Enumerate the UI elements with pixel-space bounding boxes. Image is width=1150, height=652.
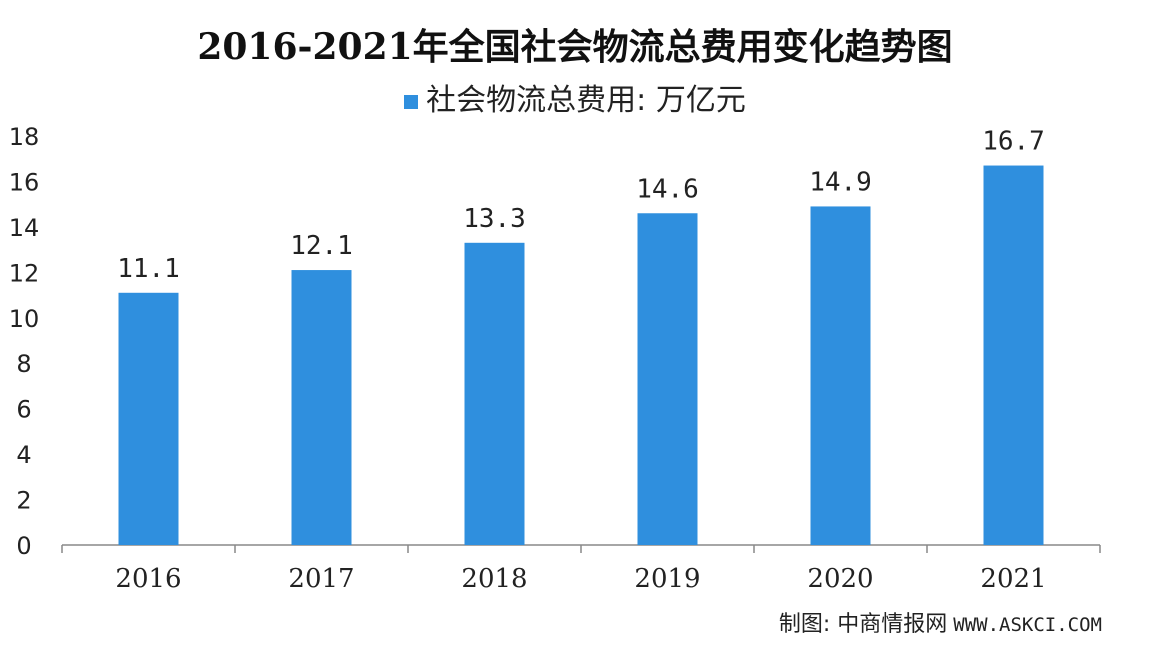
bar	[118, 292, 179, 545]
source-url: WWW.ASKCI.COM	[953, 614, 1102, 636]
y-tick-label: 8	[16, 350, 31, 378]
x-tick-label: 2017	[288, 564, 354, 594]
y-tick-label: 0	[16, 532, 31, 560]
source-note: 制图: 中商情报网 WWW.ASKCI.COM	[779, 606, 1102, 638]
bar	[983, 165, 1044, 546]
chart-title: 2016-2021年全国社会物流总费用变化趋势图	[197, 26, 953, 68]
source-label: 制图: 中商情报网	[778, 612, 948, 637]
x-tick-label: 2016	[115, 564, 181, 594]
y-tick-label: 14	[9, 214, 40, 242]
y-tick-label: 10	[9, 305, 40, 333]
data-label: 13.3	[463, 204, 526, 234]
data-label: 14.6	[636, 174, 699, 204]
y-tick-label: 18	[9, 123, 40, 151]
bar	[810, 206, 871, 545]
y-tick-label: 6	[16, 396, 31, 424]
x-tick-label: 2020	[807, 564, 873, 594]
y-tick-label: 4	[16, 441, 31, 469]
legend-label: 社会物流总费用: 万亿元	[426, 83, 746, 118]
y-tick-label: 12	[9, 259, 40, 287]
data-label: 16.7	[982, 127, 1045, 157]
data-label: 11.1	[117, 254, 180, 284]
data-label: 14.9	[809, 167, 872, 197]
legend-swatch	[404, 94, 419, 109]
bar	[464, 242, 525, 546]
x-tick-label: 2018	[461, 564, 527, 594]
y-tick-label: 2	[16, 487, 31, 515]
x-tick-label: 2019	[634, 564, 700, 594]
data-label: 12.1	[290, 231, 353, 261]
legend: 社会物流总费用: 万亿元	[0, 75, 1150, 119]
bar	[637, 213, 698, 545]
y-tick-label: 16	[9, 168, 40, 196]
x-tick-label: 2021	[980, 564, 1046, 594]
bar	[291, 270, 352, 545]
